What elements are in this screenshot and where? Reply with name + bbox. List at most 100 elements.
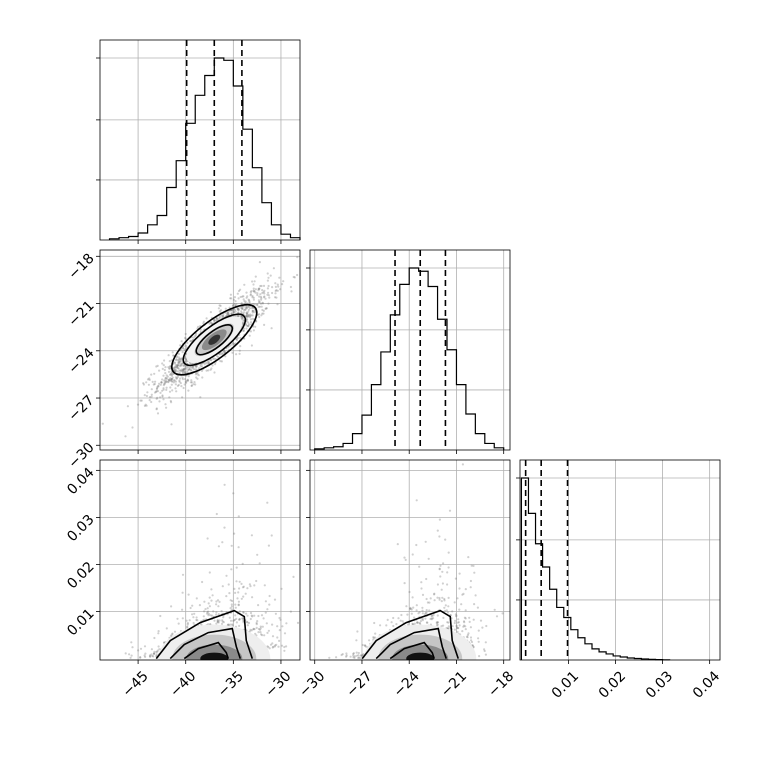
scatter-point (271, 291, 274, 295)
scatter-point (180, 364, 183, 367)
scatter-point (433, 592, 436, 595)
scatter-point (255, 579, 258, 583)
scatter-point (418, 611, 421, 614)
scatter-point (215, 603, 218, 606)
scatter-point (469, 579, 472, 583)
scatter-point (210, 367, 213, 370)
scatter-point (454, 619, 457, 623)
scatter-point (162, 398, 165, 401)
scatter-point (256, 303, 259, 306)
scatter-point (168, 396, 171, 399)
scatter-point (263, 584, 266, 587)
scatter-point (274, 612, 277, 615)
scatter-point (195, 597, 198, 600)
scatter-point (179, 364, 182, 367)
scatter-point (156, 387, 159, 390)
scatter-point (245, 324, 248, 327)
scatter-point (181, 608, 184, 611)
scatter-point (427, 557, 430, 560)
scatter-point (454, 613, 457, 616)
scatter-point (183, 370, 186, 374)
scatter-point (181, 351, 184, 354)
scatter-point (178, 379, 181, 382)
scatter-point (481, 626, 484, 629)
scatter-point (168, 360, 171, 363)
scatter-point (458, 608, 461, 611)
density-block-3 (200, 652, 229, 660)
scatter-point (296, 621, 300, 625)
scatter-point (178, 372, 181, 375)
scatter-point (189, 606, 192, 610)
scatter-point (457, 618, 460, 621)
scatter-point (271, 286, 274, 289)
scatter-point (254, 632, 257, 635)
scatter-point (428, 601, 431, 604)
scatter-point (432, 614, 435, 617)
scatter-point (192, 336, 195, 339)
scatter-point (146, 378, 150, 381)
scatter-point (187, 375, 190, 378)
scatter-point (231, 343, 234, 346)
scatter-point (237, 289, 241, 293)
scatter-point (438, 568, 441, 571)
scatter-point (273, 598, 277, 601)
scatter-point (456, 630, 459, 634)
scatter-point (251, 296, 254, 299)
scatter-point (156, 650, 159, 653)
scatter-point (179, 369, 182, 372)
scatter-point (425, 611, 428, 615)
scatter-point (164, 382, 167, 385)
scatter-point (215, 317, 218, 320)
scatter-point (175, 370, 178, 373)
scatter-point (158, 382, 161, 385)
scatter-point (143, 404, 146, 407)
scatter-point (238, 618, 241, 621)
scatter-point (446, 571, 449, 574)
scatter-point (200, 623, 203, 626)
scatter-point (416, 621, 419, 624)
scatter-point (218, 353, 221, 356)
scatter-point (251, 596, 254, 599)
scatter-point (252, 329, 255, 332)
scatter-point (142, 383, 145, 386)
scatter-point (240, 302, 243, 305)
scatter-point (217, 318, 220, 321)
scatter-point (236, 339, 239, 342)
scatter-point (264, 611, 267, 614)
scatter-point (169, 379, 172, 382)
scatter-point (352, 652, 355, 655)
scatter-point (265, 307, 268, 310)
scatter-point (436, 529, 439, 532)
scatter-point (155, 650, 158, 654)
scatter-point (357, 656, 360, 660)
scatter-point (262, 309, 265, 312)
scatter-point (240, 307, 244, 310)
scatter-point (179, 382, 182, 385)
scatter-point (296, 273, 299, 277)
scatter-point (361, 654, 364, 657)
scatter-point (230, 312, 233, 315)
scatter-point (196, 619, 199, 622)
scatter-point (192, 383, 195, 386)
scatter-point (447, 627, 450, 630)
scatter-point (186, 365, 190, 369)
scatter-point (451, 625, 454, 628)
scatter-point (385, 624, 388, 627)
scatter-point (283, 649, 286, 652)
scatter-point (436, 614, 439, 617)
scatter-point (454, 577, 457, 580)
density-block-3 (406, 652, 435, 660)
scatter-point (185, 365, 188, 368)
scatter-point (444, 604, 447, 607)
scatter-point (260, 305, 263, 308)
scatter-point (237, 308, 240, 311)
scatter-point (190, 366, 194, 369)
scatter-point (192, 368, 195, 371)
scatter-point (249, 611, 253, 615)
scatter-point (170, 605, 173, 608)
scatter-point (186, 370, 189, 373)
scatter-point (254, 325, 257, 328)
scatter-point (276, 303, 279, 306)
scatter-point (229, 344, 232, 347)
